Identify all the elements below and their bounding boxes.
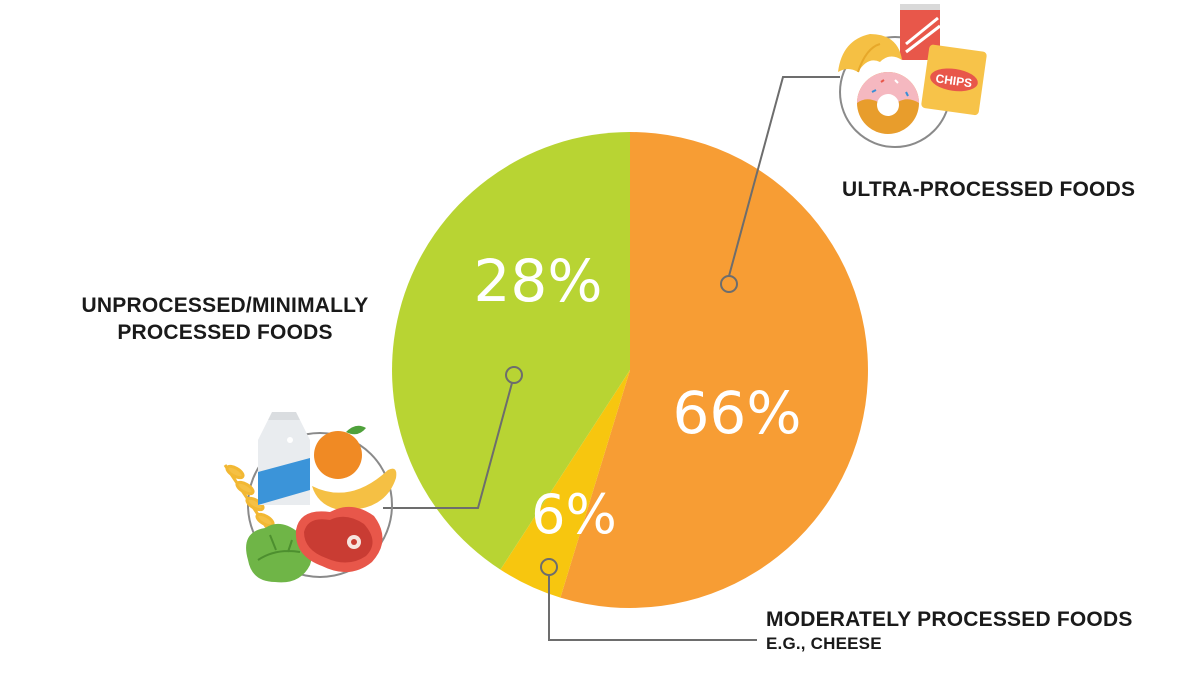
pct-unprocessed: 28%	[474, 247, 603, 315]
steak-icon	[295, 506, 383, 573]
pie	[392, 132, 868, 608]
chips-text: CHIPS	[935, 71, 973, 90]
wheat-icon	[223, 464, 277, 541]
slice-moderately-processed	[500, 370, 630, 598]
slice-unprocessed	[392, 132, 630, 570]
lettuce-icon	[246, 523, 313, 583]
chips-bag-icon: CHIPS	[921, 44, 987, 116]
banana-icon	[312, 468, 397, 511]
label-unprocessed-line2: PROCESSED FOODS	[117, 321, 333, 344]
donut-icon	[857, 72, 919, 134]
label-moderate-example: E.G., CHEESE	[766, 634, 882, 653]
pct-ultra: 66%	[673, 379, 802, 447]
leader-dot-unprocessed	[505, 366, 523, 384]
leader-dot-moderate	[540, 558, 558, 576]
label-moderately-processed: MODERATELY PROCESSED FOODS E.G., CHEESE	[766, 608, 1133, 656]
pct-moderate: 6%	[531, 483, 617, 546]
leader-ultra	[728, 76, 840, 277]
orange-fruit-icon	[314, 425, 366, 479]
leader-lines	[383, 76, 840, 641]
leader-dot-ultra	[720, 275, 738, 293]
label-unprocessed-line1: UNPROCESSED/MINIMALLY	[81, 294, 369, 317]
leader-moderate	[548, 575, 757, 641]
croissant-icon	[838, 34, 902, 73]
whole-food-icon	[223, 412, 397, 583]
milk-carton-icon	[258, 412, 310, 505]
label-ultra-processed: ULTRA-PROCESSED FOODS	[842, 178, 1136, 201]
slice-ultra-processed	[560, 132, 868, 608]
label-moderate-title: MODERATELY PROCESSED FOODS	[766, 608, 1133, 631]
junk-food-icon: CHIPS	[838, 4, 987, 148]
soda-can-icon	[900, 4, 941, 60]
label-unprocessed: UNPROCESSED/MINIMALLY PROCESSED FOODS	[60, 292, 390, 346]
leader-unprocessed	[383, 382, 513, 509]
